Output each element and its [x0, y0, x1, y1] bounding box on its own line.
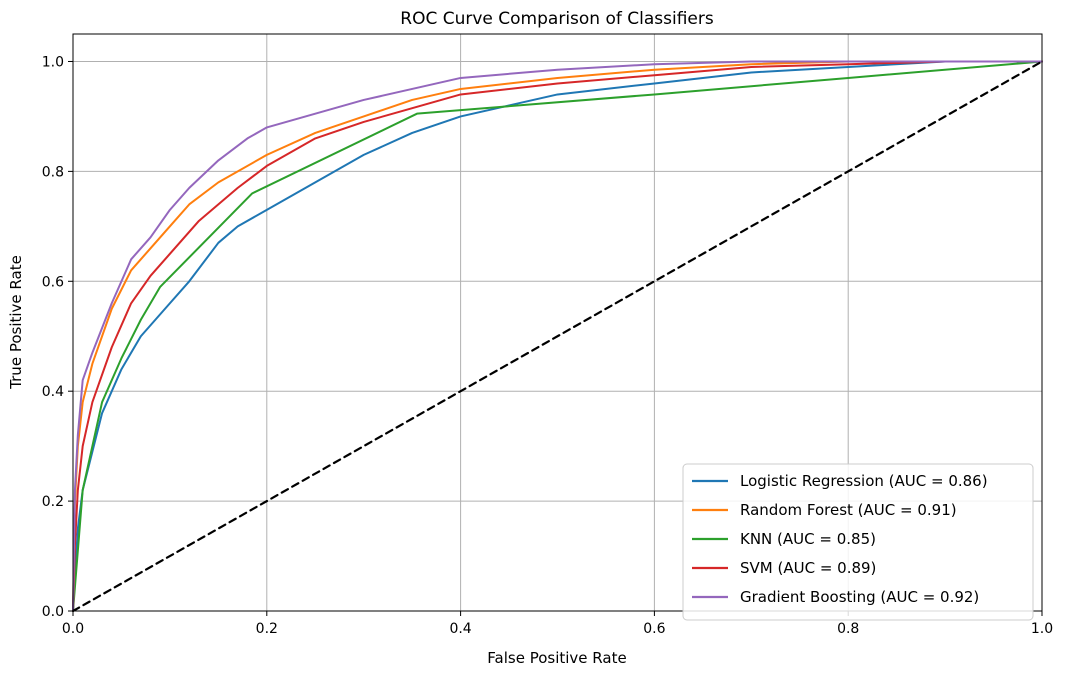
y-tick-label: 1.0 — [42, 54, 64, 70]
x-tick-label: 0.6 — [643, 621, 665, 637]
y-tick-label: 0.0 — [42, 604, 64, 620]
series-line-4 — [72, 60, 1043, 612]
legend-label: Random Forest (AUC = 0.91) — [740, 501, 957, 519]
legend-label: Logistic Regression (AUC = 0.86) — [740, 472, 988, 490]
legend-label: Gradient Boosting (AUC = 0.92) — [740, 588, 979, 606]
diagonal-reference-line — [71, 60, 1044, 613]
x-tick-label: 0.8 — [837, 621, 859, 637]
legend-box — [682, 463, 1034, 621]
x-axis-title: False Positive Rate — [487, 649, 626, 667]
plot-area-frame — [72, 33, 1043, 612]
y-tick-label: 0.8 — [42, 164, 64, 180]
legend-label: KNN (AUC = 0.85) — [740, 530, 876, 548]
y-tick-label: 0.6 — [42, 274, 64, 290]
legend-label: SVM (AUC = 0.89) — [740, 559, 876, 577]
y-tick-label: 0.2 — [42, 494, 64, 510]
series-line-1 — [72, 60, 1043, 612]
x-tick-label: 1.0 — [1031, 621, 1053, 637]
series-lines — [71, 60, 1044, 613]
series-line-0 — [72, 60, 1043, 612]
y-axis-title: True Positive Rate — [7, 255, 25, 390]
x-tick-label: 0.4 — [449, 621, 471, 637]
x-tick-label: 0.0 — [62, 621, 84, 637]
series-line-3 — [72, 60, 1043, 612]
chart-title: ROC Curve Comparison of Classifiers — [400, 9, 714, 29]
axis-ticks: 0.0 0.2 0.4 0.6 0.8 1.0 0.0 0.2 0.4 0.6 0.8 1.0 — [42, 54, 1053, 637]
y-tick-label: 0.4 — [42, 384, 64, 400]
legend: Logistic Regression (AUC = 0.86) Random F… — [682, 463, 1034, 621]
x-tick-label: 0.2 — [256, 621, 278, 637]
series-line-2 — [72, 60, 1043, 612]
